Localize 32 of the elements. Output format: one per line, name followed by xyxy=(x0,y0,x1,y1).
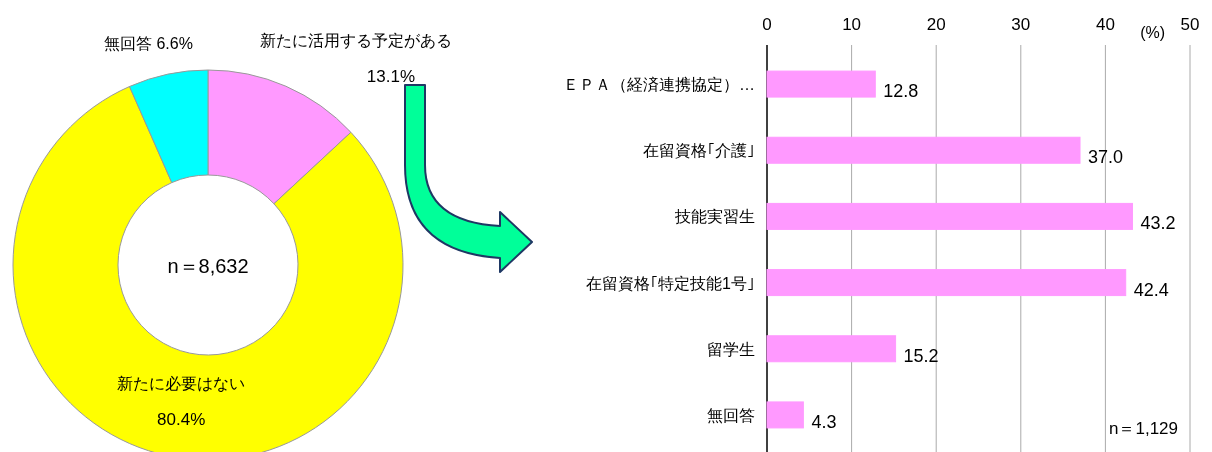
data-label: 4.3 xyxy=(811,411,837,432)
y-tick-label: 在留資格｢介護｣ xyxy=(643,142,755,160)
bar xyxy=(766,335,897,363)
x-tick-label: 30 xyxy=(1011,15,1031,34)
y-tick-label: 留学生 xyxy=(707,340,755,358)
text: n＝8,632 xyxy=(167,255,249,277)
slice-label: 新たに必要はない xyxy=(117,374,246,392)
data-label: 43.2 xyxy=(1140,213,1176,234)
y-tick-label: ＥＰＡ（経済連携協定）… xyxy=(563,76,755,94)
data-label: 80.4% xyxy=(157,409,206,429)
x-tick-label: 50 xyxy=(1180,15,1200,34)
bar xyxy=(766,269,1127,297)
y-tick-label: 技能実習生 xyxy=(674,208,755,226)
bar xyxy=(766,136,1081,164)
x-tick-label: 40 xyxy=(1095,15,1115,34)
slice-label: 無回答 6.6% xyxy=(103,35,193,53)
annotation: n＝1,129 xyxy=(1109,419,1178,438)
x-tick-label: 20 xyxy=(926,15,946,34)
x-axis-title: (%) xyxy=(1140,24,1166,41)
data-label: 12.8 xyxy=(883,81,919,102)
y-tick-label: 無回答 xyxy=(707,406,755,424)
data-label: 42.4 xyxy=(1133,279,1169,300)
data-label: 13.1% xyxy=(366,67,416,87)
slice-label: 新たに活用する予定がある xyxy=(259,32,452,50)
data-label: 15.2 xyxy=(903,345,939,366)
bar xyxy=(766,202,1133,230)
data-label: 37.0 xyxy=(1088,147,1124,168)
x-tick-label: 0 xyxy=(762,15,772,34)
x-tick-label: 10 xyxy=(842,15,862,34)
y-tick-label: 在留資格｢特定技能1号｣ xyxy=(586,274,755,292)
bar xyxy=(766,70,876,98)
bar xyxy=(766,401,804,429)
